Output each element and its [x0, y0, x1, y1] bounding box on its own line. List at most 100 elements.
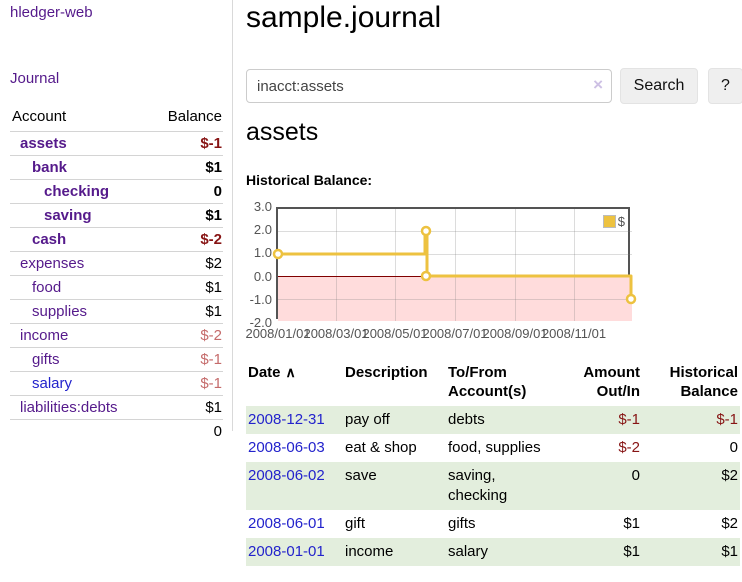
transaction-description: eat & shop [345, 439, 417, 456]
account-row-saving: saving $1 [10, 203, 223, 228]
transaction-amount: $-1 [618, 411, 640, 428]
app-title-link[interactable]: hledger-web [10, 4, 93, 21]
sidebar: hledger-web Journal Account Balance asse… [0, 0, 233, 440]
account-total-value: 0 [213, 423, 222, 440]
account-row-expenses: expenses $2 [10, 251, 223, 276]
sort-asc-icon: ∧ [285, 364, 296, 380]
account-balance: $-1 [200, 351, 222, 368]
account-link-supplies[interactable]: supplies [32, 303, 88, 320]
transaction-accounts: debts [448, 411, 485, 428]
transaction-date-link[interactable]: 2008-06-01 [248, 515, 325, 532]
account-column-header: Account [12, 108, 67, 125]
x-tick-label: 2008/01/01 [245, 326, 311, 341]
sidebar-item-journal[interactable]: Journal [10, 70, 60, 87]
chart-plot-layers [278, 209, 632, 321]
search-button[interactable]: Search [620, 68, 698, 104]
gridline [395, 209, 396, 321]
transaction-accounts: gifts [448, 515, 476, 532]
transaction-row: 2008-06-01 gift gifts $1 $2 [246, 510, 740, 538]
y-tick-label: 2.0 [253, 222, 272, 237]
x-tick-label: 2008/07/01 [422, 326, 488, 341]
account-link-income[interactable]: income [20, 327, 69, 344]
account-row-bank: bank $1 [10, 155, 223, 180]
transaction-balance: $-1 [716, 411, 738, 428]
transaction-date-link[interactable]: 2008-06-02 [248, 467, 325, 484]
transaction-date-link[interactable]: 2008-01-01 [248, 543, 325, 560]
search-bar: × Search ? [246, 68, 742, 104]
account-link-assets[interactable]: assets [20, 135, 67, 152]
account-balance: $1 [205, 207, 222, 224]
y-tick-label: 0.0 [253, 269, 272, 284]
gridline [574, 209, 575, 321]
transaction-description: income [345, 543, 394, 560]
x-tick-label: 2008/09/01 [482, 326, 548, 341]
account-balance: $1 [205, 159, 222, 176]
transaction-balance: $1 [721, 543, 738, 560]
account-link-bank[interactable]: bank [32, 159, 68, 176]
transaction-balance: 0 [729, 439, 738, 456]
account-link-cash[interactable]: cash [32, 231, 67, 248]
account-link-checking[interactable]: checking [44, 183, 110, 200]
transaction-row: 2008-06-02 save saving, checking 0 $2 [246, 462, 740, 510]
description-column-header: Description [345, 364, 428, 381]
balance-series-line [272, 225, 637, 305]
transaction-accounts: food, supplies [448, 439, 541, 456]
amount-column-header: Amount Out/In [583, 364, 640, 400]
date-column-header[interactable]: Date ∧ [248, 364, 296, 381]
x-tick-label: 2008/03/01 [303, 326, 369, 341]
negative-region [278, 276, 632, 321]
transaction-row: 2008-01-01 income salary $1 $1 [246, 538, 740, 566]
account-row-gifts: gifts $-1 [10, 347, 223, 372]
account-link-food[interactable]: food [32, 279, 62, 296]
account-total-spacer [10, 420, 149, 444]
y-tick-label: -1.0 [249, 292, 272, 307]
clear-search-icon[interactable]: × [593, 75, 603, 94]
data-point-marker [625, 293, 637, 305]
data-point-marker [420, 270, 432, 282]
account-balance: $2 [205, 255, 222, 272]
account-row-food: food $1 [10, 275, 223, 300]
account-link-gifts[interactable]: gifts [32, 351, 60, 368]
search-input[interactable] [246, 69, 612, 103]
register-header-row: Date ∧ Description To/From Account(s) Amo… [246, 360, 740, 406]
gridline [455, 209, 456, 321]
transaction-amount: $1 [623, 515, 640, 532]
transaction-date-link[interactable]: 2008-12-31 [248, 411, 325, 428]
account-row-cash: cash $-2 [10, 227, 223, 252]
account-balance: 0 [213, 183, 222, 200]
transaction-description: pay off [345, 411, 390, 428]
account-link-saving[interactable]: saving [44, 207, 92, 224]
transaction-description: save [345, 467, 377, 484]
account-balance: $1 [205, 399, 222, 416]
y-tick-label: 3.0 [253, 199, 272, 214]
account-row-checking: checking 0 [10, 179, 223, 204]
transaction-amount: $1 [623, 543, 640, 560]
transaction-date-link[interactable]: 2008-06-03 [248, 439, 325, 456]
gridline [515, 209, 516, 321]
account-link-expenses[interactable]: expenses [20, 255, 85, 272]
transaction-accounts: salary [448, 543, 489, 560]
transaction-amount: 0 [631, 467, 640, 484]
legend-swatch [602, 215, 616, 228]
chart-title: Historical Balance: [246, 172, 373, 188]
balance-column-header: Historical Balance [669, 364, 738, 400]
chart-plot-area: $ [272, 207, 637, 321]
account-balance: $-1 [200, 135, 222, 152]
help-button[interactable]: ? [708, 68, 742, 104]
account-balance: $1 [205, 303, 222, 320]
gridline [278, 231, 632, 232]
transaction-accounts: saving, checking [448, 467, 508, 504]
account-row-salary: salary $-1 [10, 371, 223, 396]
chart-legend: $ [602, 214, 625, 229]
account-balance-table: Account Balance assets $-1 bank $1 check… [10, 106, 223, 443]
account-row-liabilities-debts: liabilities:debts $1 [10, 395, 223, 420]
account-balance: $-2 [200, 327, 222, 344]
transaction-row: 2008-06-03 eat & shop food, supplies $-2… [246, 434, 740, 462]
account-balance: $-2 [200, 231, 222, 248]
x-tick-label: 2008/05/01 [362, 326, 428, 341]
account-total-row: 0 [10, 419, 223, 444]
y-tick-label: -2.0 [249, 315, 272, 330]
account-link-salary[interactable]: salary [32, 375, 73, 392]
account-row-assets: assets $-1 [10, 131, 223, 156]
account-link-liabilities-debts[interactable]: liabilities:debts [20, 399, 118, 416]
